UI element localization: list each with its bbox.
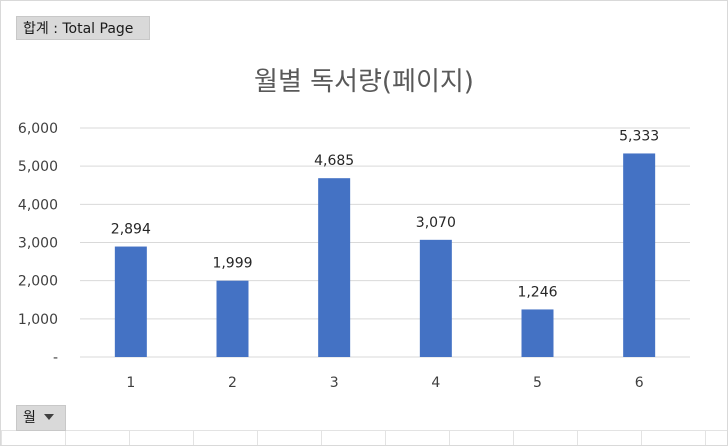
data-label: 2,894 [111, 222, 151, 238]
y-tick-label: - [53, 350, 58, 366]
data-label: 5,333 [619, 128, 659, 144]
x-tick-label: 1 [126, 375, 135, 391]
x-tick-label: 6 [635, 375, 644, 391]
bar [521, 309, 554, 357]
bar [419, 239, 452, 357]
gridlines [80, 127, 690, 358]
axis-field-button[interactable]: 월 [16, 405, 66, 431]
x-tick-label: 4 [431, 375, 440, 391]
y-axis-ticks: - 1,000 2,000 3,000 4,000 5,000 6,000 [18, 121, 58, 366]
chart-title: 월별 독서량(페이지) [254, 67, 474, 97]
data-label: 1,999 [212, 256, 252, 272]
value-field-label: 합계 : Total Page [23, 21, 134, 37]
dropdown-arrow-icon[interactable] [43, 414, 54, 420]
sheet-gridlines [1, 430, 727, 445]
data-label: 3,070 [416, 215, 456, 231]
x-axis-ticks: 1 2 3 4 5 6 [126, 375, 643, 391]
y-tick-label: 6,000 [18, 121, 58, 137]
x-tick-label: 3 [330, 375, 339, 391]
bar [623, 153, 656, 357]
x-tick-label: 2 [228, 375, 237, 391]
data-label: 4,685 [314, 153, 354, 169]
y-tick-label: 1,000 [18, 312, 58, 328]
data-label: 1,246 [517, 284, 557, 300]
bar [318, 178, 351, 357]
value-field-button[interactable]: 합계 : Total Page [16, 16, 150, 40]
x-tick-label: 5 [533, 375, 542, 391]
bar [216, 280, 249, 357]
bar [114, 246, 147, 357]
y-tick-label: 5,000 [18, 159, 58, 175]
y-tick-label: 3,000 [18, 236, 58, 252]
bars [114, 153, 656, 357]
axis-field-label: 월 [23, 410, 36, 426]
y-tick-label: 2,000 [18, 274, 58, 290]
y-tick-label: 4,000 [18, 197, 58, 213]
data-labels: 2,894 1,999 4,685 3,070 1,246 5,333 [111, 128, 659, 300]
